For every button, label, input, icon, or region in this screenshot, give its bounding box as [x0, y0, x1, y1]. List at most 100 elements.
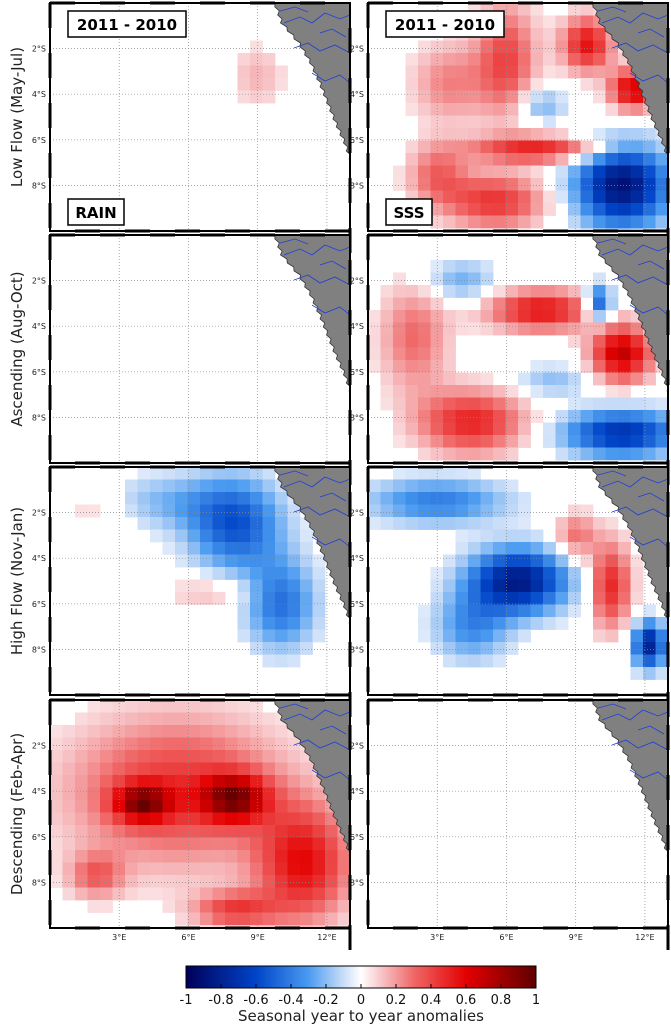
heat-cell — [250, 617, 263, 630]
heat-cell — [443, 604, 456, 618]
heat-cell — [187, 800, 201, 813]
heat-cell — [100, 737, 113, 751]
heat-cell — [275, 912, 288, 926]
heat-cell — [430, 592, 444, 605]
heat-cell — [505, 447, 519, 461]
heat-cell — [643, 422, 656, 436]
heat-cell — [368, 335, 381, 348]
heat-cell — [150, 504, 163, 518]
heat-cell — [530, 140, 544, 154]
heat-cell — [187, 725, 201, 738]
heat-cell — [287, 504, 301, 518]
heat-cell — [187, 492, 201, 505]
heat-cell — [187, 750, 201, 763]
heat-cell — [212, 725, 226, 738]
heat-cell — [175, 554, 188, 568]
heat-cell — [443, 115, 456, 129]
heat-cell — [368, 492, 381, 505]
heat-cell — [212, 567, 226, 580]
heat-cell — [112, 837, 126, 851]
heat-cell — [605, 422, 619, 436]
heat-cell — [593, 53, 606, 66]
heat-cell — [275, 604, 288, 618]
heat-cell — [605, 410, 619, 423]
heat-cell — [555, 190, 569, 204]
heat-cell — [137, 479, 151, 493]
heat-cell — [380, 285, 394, 298]
heat-cell — [580, 215, 594, 229]
heat-cell — [480, 629, 494, 643]
heat-cell — [250, 554, 263, 568]
rivers — [279, 703, 350, 781]
heat-cell — [555, 165, 569, 179]
heat-cell — [443, 397, 456, 411]
heat-cell — [605, 78, 619, 91]
heat-cell — [262, 467, 276, 480]
heat-cell — [87, 850, 101, 863]
heat-cell — [505, 115, 519, 129]
heat-cell — [568, 322, 581, 336]
heat-cell — [468, 153, 481, 166]
heat-cell — [605, 529, 619, 543]
heat-cell — [62, 875, 76, 888]
heat-cell — [455, 629, 469, 643]
heat-cell — [580, 3, 594, 16]
heat-cell — [237, 912, 251, 926]
heat-cell — [480, 654, 494, 668]
heat-cell — [468, 140, 481, 154]
heat-cell — [480, 190, 494, 204]
heat-cell — [493, 385, 506, 398]
heat-cell — [150, 850, 163, 863]
heat-cell — [505, 128, 519, 141]
heat-cell — [455, 467, 469, 480]
heat-cell — [137, 737, 151, 751]
heat-cell — [530, 153, 544, 166]
heat-cell — [150, 492, 163, 505]
heat-cell — [405, 335, 419, 348]
heat-cell — [262, 90, 276, 104]
heat-cell — [468, 629, 481, 643]
heat-cell — [568, 385, 581, 398]
heat-cell — [605, 517, 619, 530]
map-frame — [48, 1, 352, 253]
heat-cell — [162, 712, 176, 726]
lat-tick-label: 2°S — [32, 277, 46, 286]
heat-cell — [137, 517, 151, 530]
heat-cell — [262, 737, 276, 751]
heat-cell — [312, 592, 326, 605]
map-frame — [48, 465, 352, 717]
heat-cell — [262, 837, 276, 851]
heat-cell — [468, 90, 481, 104]
heat-cell — [100, 875, 113, 888]
heat-cell — [505, 165, 519, 179]
heat-cell — [655, 654, 668, 668]
heat-cell — [87, 700, 101, 713]
heat-cell — [593, 372, 606, 386]
heat-cell — [75, 800, 88, 813]
heat-cell — [480, 504, 494, 518]
heat-cell — [187, 875, 201, 888]
heat-cell — [212, 517, 226, 530]
heat-cell — [455, 435, 469, 448]
heat-cell — [568, 604, 581, 618]
heat-cell — [187, 517, 201, 530]
lat-tick-label: 8°S — [350, 645, 364, 654]
heat-cell — [187, 812, 201, 826]
heat-cell — [275, 875, 288, 888]
heat-cell — [630, 397, 644, 411]
heat-cell — [443, 347, 456, 361]
heat-cell — [480, 215, 494, 229]
heat-cell — [125, 775, 138, 788]
heatmap-cells — [75, 467, 326, 668]
heat-cell — [605, 554, 619, 568]
heat-cell — [175, 862, 188, 876]
heat-cell — [162, 504, 176, 518]
heat-cell — [287, 654, 301, 668]
heat-cell — [443, 260, 456, 273]
heat-cell — [580, 228, 594, 231]
heat-cell — [405, 78, 419, 91]
heat-cell — [568, 335, 581, 348]
colorbar-tick-label: -1 — [180, 993, 193, 1008]
heat-cell — [468, 203, 481, 216]
heat-cell — [175, 579, 188, 593]
